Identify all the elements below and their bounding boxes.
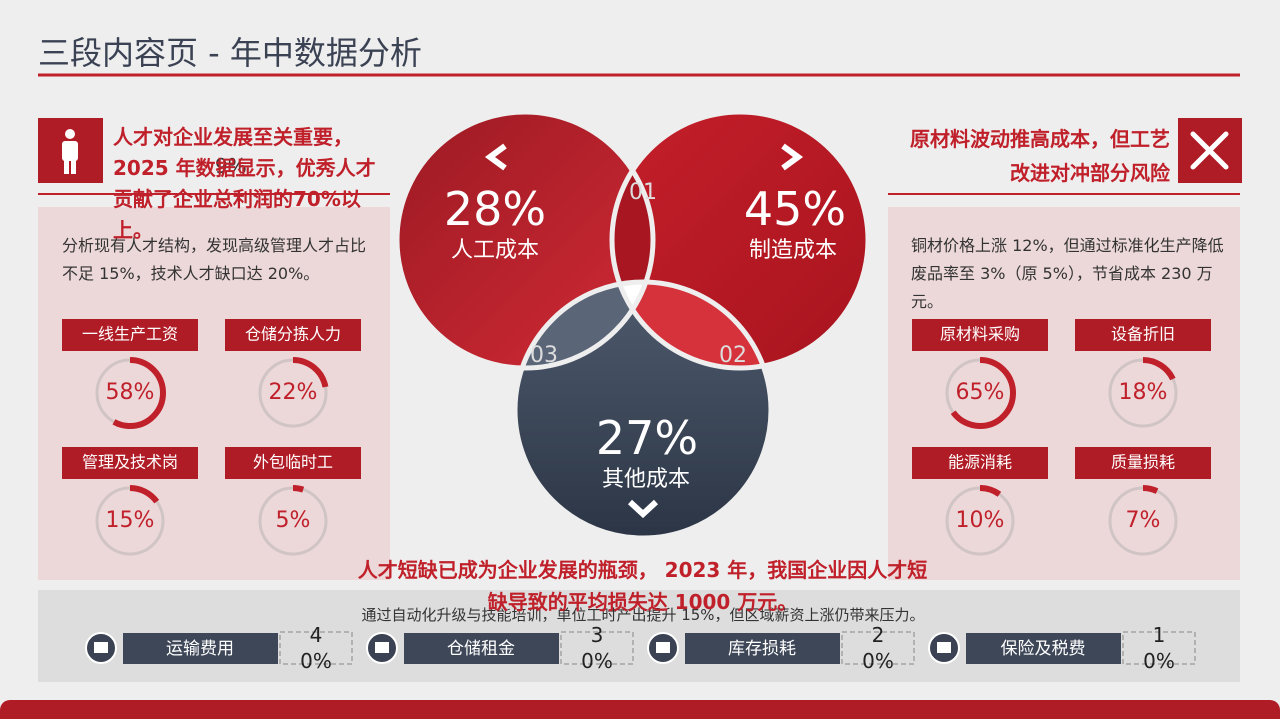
left-headline: 人才对企业发展至关重要，2025 年数据显示，优秀人才贡献了企业总利润的70%以…: [113, 125, 376, 242]
label-box: [225, 447, 361, 479]
gauge-arc: [1107, 357, 1179, 429]
label-box: [1075, 319, 1211, 351]
gauge-label: 仓储分拣人力: [245, 325, 341, 344]
segment-value: 45%: [744, 182, 846, 236]
gauge-arc: [944, 357, 1016, 429]
item-label: 库存损耗: [728, 639, 796, 659]
gauge-value: 5%: [276, 508, 311, 533]
bottom-headline: 人才短缺已成为企业发展的瓶颈， 2023 年，我国企业因人才短缺导致的平均损失达…: [357, 558, 928, 614]
gauge-label: 原材料采购: [940, 325, 1020, 344]
gauge-arc: [257, 485, 329, 557]
gauge-arc: [94, 485, 166, 557]
segment-label: 其他成本: [602, 467, 690, 492]
right-body: 铜材价格上涨 12%，但通过标准化生产降低废品率至 3%（原 5%），节省成本 …: [911, 236, 1224, 311]
label-box: [225, 319, 361, 351]
segment-label: 制造成本: [749, 238, 837, 263]
right-headline: 原材料波动推高成本，但工艺改进对冲部分风险: [910, 127, 1170, 185]
gauge-label: 能源消耗: [948, 453, 1012, 472]
gauge-label: 质量损耗: [1111, 453, 1175, 472]
item-value-box: [279, 631, 353, 665]
gauge-value: 58%: [106, 380, 155, 405]
title: 三段内容页 - 年中数据分析: [38, 34, 422, 72]
venn-regions: 01 02 03: [530, 180, 747, 368]
person-icon: [62, 129, 78, 174]
segment-value: 27%: [596, 411, 698, 465]
label-box: [62, 447, 198, 479]
gauge-arc: [944, 485, 1016, 557]
item-value-box: [1122, 631, 1196, 665]
item-value-box: [560, 631, 634, 665]
venn-overlap: [612, 282, 771, 368]
overlap-text: 9%: [215, 154, 247, 178]
item-box: [404, 633, 559, 664]
region-label: 01: [629, 180, 657, 205]
item-icon-inner: [94, 642, 108, 653]
gauge-label: 一线生产工资: [82, 325, 178, 344]
item-value: 30%: [581, 623, 613, 673]
gauge-value: 7%: [1126, 508, 1161, 533]
gauge-value: 15%: [106, 508, 155, 533]
region-label: 02: [719, 343, 747, 368]
item-box: [123, 633, 278, 664]
tools-icon: [1190, 131, 1229, 170]
item-box: [685, 633, 840, 664]
item-label: 仓储租金: [447, 639, 515, 659]
item-value-box: [841, 631, 915, 665]
gauge-label: 外包临时工: [253, 453, 333, 472]
item-label: 保险及税费: [1001, 639, 1086, 659]
label-box: [1075, 447, 1211, 479]
chevron: [781, 143, 804, 171]
label-box: [912, 319, 1048, 351]
venn-overlap: [515, 282, 653, 368]
chevron: [627, 499, 659, 519]
left-body: 分析现有人才结构，发现高级管理人才占比不足 15%，技术人才缺口达 20%。: [62, 236, 367, 283]
gauge-label: 设备折旧: [1111, 325, 1175, 344]
chevron: [484, 143, 507, 171]
gauge-value: 10%: [956, 508, 1005, 533]
item-icon-inner: [375, 642, 389, 653]
segment-label: 人工成本: [451, 238, 539, 263]
label-box: [62, 319, 198, 351]
item-icon-inner: [937, 642, 951, 653]
gauge-label: 管理及技术岗: [82, 453, 178, 472]
item-value: 10%: [1143, 623, 1175, 673]
label-box: [912, 447, 1048, 479]
item-icon-inner: [656, 642, 670, 653]
gauge-arc: [257, 357, 329, 429]
segment-value: 28%: [444, 182, 546, 236]
item-value: 40%: [300, 623, 332, 673]
gauge-value: 22%: [269, 380, 318, 405]
gauge-arc: [94, 357, 166, 429]
gauge-arc: [1107, 485, 1179, 557]
gauge-value: 65%: [956, 380, 1005, 405]
venn: [394, 109, 871, 541]
item-value: 20%: [862, 623, 894, 673]
venn-labels: 28% 人工成本 45% 制造成本 27% 其他成本: [444, 182, 846, 492]
item-label: 运输费用: [166, 639, 234, 659]
region-label: 03: [530, 343, 558, 368]
item-box: [966, 633, 1121, 664]
gauge-value: 18%: [1119, 380, 1168, 405]
footer-bar: [0, 700, 1280, 719]
bottom-body: 通过自动化升级与技能培训，单位工时产出提升 15%，但区域薪资上涨仍带来压力。: [361, 606, 925, 624]
